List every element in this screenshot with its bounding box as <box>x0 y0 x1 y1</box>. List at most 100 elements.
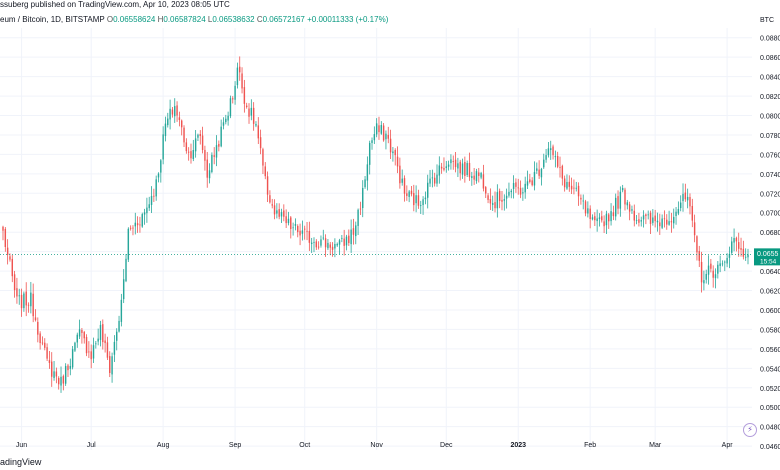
candle-body <box>652 217 654 223</box>
candle-body <box>250 107 253 116</box>
candle <box>524 176 526 199</box>
candle <box>415 185 417 213</box>
x-axis: Jun Jul Aug Sep Oct Nov Dec 2023 Feb Mar Apr <box>16 442 733 449</box>
candle-body <box>721 263 724 265</box>
candle <box>450 154 452 170</box>
candle <box>218 140 220 152</box>
candle <box>222 117 225 130</box>
candle-body <box>724 261 726 263</box>
ohlc-legend: eum / Bitcoin, 1D, BITSTAMP O0.06558624 … <box>0 15 388 24</box>
candle <box>252 102 255 131</box>
candles <box>2 56 749 393</box>
candle <box>262 147 264 174</box>
candle <box>41 336 44 346</box>
candle <box>614 193 617 221</box>
candle <box>78 319 81 339</box>
candle <box>408 189 410 203</box>
candle <box>663 210 666 228</box>
x-tick-label: Jul <box>87 442 96 449</box>
candle <box>501 191 503 211</box>
candle <box>410 186 413 197</box>
candle-body <box>185 142 188 152</box>
candle <box>334 238 336 258</box>
candle-body <box>190 151 192 159</box>
candle <box>621 184 624 193</box>
candle <box>245 102 248 109</box>
candle <box>60 366 62 393</box>
candle <box>67 363 69 378</box>
candle <box>236 62 239 89</box>
candle-body <box>617 196 619 209</box>
candle-body <box>422 199 424 206</box>
x-tick-label: Nov <box>370 442 383 449</box>
candle-body <box>55 371 58 377</box>
candle <box>601 210 603 223</box>
candle-body <box>566 182 568 189</box>
candle <box>605 210 608 234</box>
flash-icon[interactable]: ⚡ <box>743 423 757 437</box>
candle-body <box>498 190 501 201</box>
candle-body <box>654 215 656 222</box>
candle <box>229 95 232 119</box>
candle-body <box>92 345 95 359</box>
candle-body <box>584 201 587 214</box>
candle <box>654 209 656 228</box>
candle-body <box>292 227 294 229</box>
candle-body <box>324 238 327 248</box>
candle <box>201 126 204 154</box>
candle-body <box>127 228 130 260</box>
open-value: 0.06558624 <box>113 15 156 24</box>
publish-info: ssuberg published on TradingView.com, Ap… <box>0 0 230 9</box>
candle-body <box>132 227 134 229</box>
candle-body <box>700 261 703 283</box>
candle-body <box>726 257 728 264</box>
candle <box>575 181 577 192</box>
candle-body <box>410 190 413 195</box>
candle-body <box>273 205 276 215</box>
candle <box>498 188 501 209</box>
candle <box>464 156 466 183</box>
tradingview-brand[interactable]: adingView <box>0 457 41 467</box>
candle-body <box>116 331 118 341</box>
candle-body <box>510 190 512 193</box>
candle <box>724 260 726 272</box>
candle <box>577 182 580 206</box>
candle <box>122 269 125 304</box>
candle-body <box>447 164 450 167</box>
candle-body <box>85 336 88 354</box>
candle <box>531 177 533 187</box>
candle-body <box>596 218 598 222</box>
candle <box>232 96 234 104</box>
candle-body <box>157 173 160 178</box>
candle <box>69 358 72 376</box>
candle-body <box>341 237 343 239</box>
candle-body <box>612 212 615 217</box>
candle-body <box>601 216 603 221</box>
candle <box>705 269 707 284</box>
candle <box>104 333 106 353</box>
candle-body <box>519 187 522 195</box>
candle-body <box>183 127 185 143</box>
close-label: C <box>256 15 263 24</box>
candle-body <box>215 145 218 158</box>
candle-body <box>32 293 34 317</box>
candle-body <box>517 187 519 189</box>
candle-body <box>338 240 341 245</box>
candle <box>257 117 260 145</box>
candle-body <box>206 159 208 178</box>
candle-body <box>74 342 76 351</box>
candle <box>468 152 471 181</box>
candle-body <box>538 169 540 176</box>
candle-body <box>471 176 473 178</box>
candle <box>215 135 218 167</box>
candle <box>264 162 266 180</box>
candle <box>51 352 53 387</box>
candle <box>403 175 406 202</box>
